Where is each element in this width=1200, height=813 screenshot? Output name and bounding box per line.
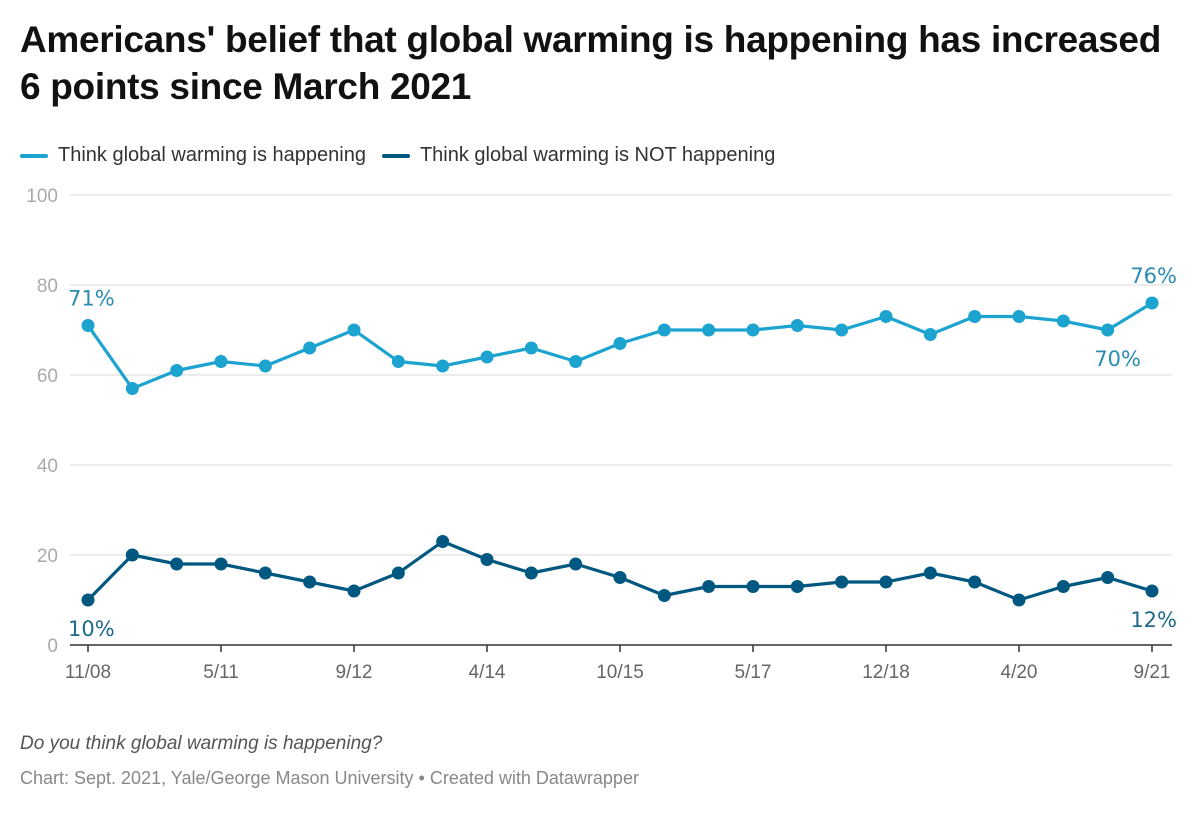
legend-label-happening: Think global warming is happening bbox=[58, 144, 366, 166]
data-point-not-happening bbox=[968, 575, 982, 589]
data-point-not-happening bbox=[436, 535, 450, 548]
y-tick-label: 40 bbox=[37, 456, 58, 477]
data-point-happening bbox=[81, 319, 95, 332]
data-point-not-happening bbox=[1012, 593, 1026, 607]
data-point-not-happening bbox=[170, 557, 184, 571]
x-tick-label: 11/08 bbox=[65, 662, 111, 683]
data-point-happening bbox=[391, 355, 405, 368]
chart-footer: Chart: Sept. 2021, Yale/George Mason Uni… bbox=[20, 768, 639, 788]
data-point-happening bbox=[879, 310, 893, 323]
data-point-happening bbox=[258, 359, 272, 373]
data-point-not-happening bbox=[1056, 580, 1070, 593]
chart-title: Americans' belief that global warming is… bbox=[20, 19, 1162, 107]
value-labels: 71% 70% 76% 10% 12% bbox=[68, 264, 1177, 641]
y-tick-label: 60 bbox=[37, 366, 58, 387]
data-point-happening bbox=[303, 341, 317, 355]
data-point-not-happening bbox=[391, 566, 405, 580]
series-group bbox=[81, 296, 1159, 607]
data-point-happening bbox=[125, 382, 139, 395]
data-point-happening bbox=[923, 328, 937, 341]
data-point-happening bbox=[657, 323, 671, 337]
y-tick-label: 100 bbox=[26, 186, 58, 207]
data-point-not-happening bbox=[702, 580, 716, 593]
data-point-not-happening bbox=[790, 580, 804, 593]
value-label-happening: 71% bbox=[68, 287, 115, 311]
data-point-happening bbox=[524, 341, 538, 355]
value-label-not-happening: 12% bbox=[1130, 608, 1177, 632]
y-tick-label: 80 bbox=[37, 276, 58, 297]
data-point-happening bbox=[1101, 323, 1115, 337]
data-point-not-happening bbox=[214, 557, 228, 571]
data-point-not-happening bbox=[923, 566, 937, 580]
data-point-not-happening bbox=[258, 566, 272, 580]
data-point-happening bbox=[170, 364, 184, 377]
data-point-not-happening bbox=[569, 557, 583, 571]
x-tick-label: 5/11 bbox=[203, 662, 239, 683]
data-point-happening bbox=[1056, 314, 1070, 328]
value-label-not-happening: 10% bbox=[68, 617, 115, 641]
value-label-happening: 76% bbox=[1130, 264, 1177, 288]
x-tick-label: 5/17 bbox=[735, 662, 772, 683]
data-point-not-happening bbox=[81, 593, 95, 607]
data-point-happening bbox=[569, 355, 583, 368]
x-tick-label: 12/18 bbox=[862, 662, 910, 683]
y-tick-label: 0 bbox=[47, 636, 58, 657]
data-point-happening bbox=[790, 319, 804, 332]
data-point-happening bbox=[835, 323, 849, 337]
data-point-happening bbox=[347, 323, 361, 337]
data-point-not-happening bbox=[879, 575, 893, 589]
data-point-happening bbox=[702, 323, 716, 337]
data-point-happening bbox=[480, 350, 494, 364]
x-axis: 11/08 5/11 9/12 4/14 10/15 5/17 12/18 4/20 9/21 bbox=[65, 644, 1172, 683]
y-tick-label: 20 bbox=[37, 546, 58, 567]
data-point-not-happening bbox=[347, 584, 361, 598]
data-point-happening bbox=[214, 355, 228, 368]
legend-item-happening: Think global warming is happening bbox=[20, 144, 366, 167]
legend-item-not-happening: Think global warming is NOT happening bbox=[381, 144, 776, 167]
chart-description: Do you think global warming is happening… bbox=[20, 733, 383, 754]
legend-label-not-happening: Think global warming is NOT happening bbox=[419, 144, 776, 166]
legend-swatch-not-happening bbox=[381, 153, 410, 158]
data-point-not-happening bbox=[835, 575, 849, 589]
data-point-not-happening bbox=[303, 575, 317, 589]
data-point-happening bbox=[436, 359, 450, 373]
data-point-not-happening bbox=[524, 566, 538, 580]
data-point-not-happening bbox=[1101, 571, 1115, 584]
data-point-not-happening bbox=[746, 580, 760, 593]
series-line-not-happening bbox=[86, 539, 1153, 602]
data-point-happening bbox=[613, 337, 627, 350]
x-tick-label: 9/21 bbox=[1134, 662, 1171, 683]
legend: Think global warming is happening Think … bbox=[20, 144, 791, 167]
data-point-happening bbox=[1012, 310, 1026, 323]
data-point-happening bbox=[968, 310, 982, 323]
x-tick-label: 9/12 bbox=[336, 662, 373, 683]
data-point-happening bbox=[746, 323, 760, 337]
data-point-not-happening bbox=[1145, 584, 1159, 598]
legend-swatch-happening bbox=[20, 153, 48, 158]
gridlines bbox=[70, 194, 1172, 556]
data-point-not-happening bbox=[613, 571, 627, 584]
data-point-happening bbox=[1145, 296, 1159, 310]
data-point-not-happening bbox=[125, 548, 139, 562]
x-tick-label: 4/14 bbox=[469, 662, 506, 683]
x-tick-label: 4/20 bbox=[1001, 662, 1038, 683]
value-label-happening: 70% bbox=[1094, 347, 1141, 371]
x-tick-label: 10/15 bbox=[596, 662, 644, 683]
data-point-not-happening bbox=[657, 589, 671, 602]
data-point-not-happening bbox=[480, 553, 494, 566]
y-axis: 0 20 40 60 80 100 bbox=[26, 186, 58, 657]
